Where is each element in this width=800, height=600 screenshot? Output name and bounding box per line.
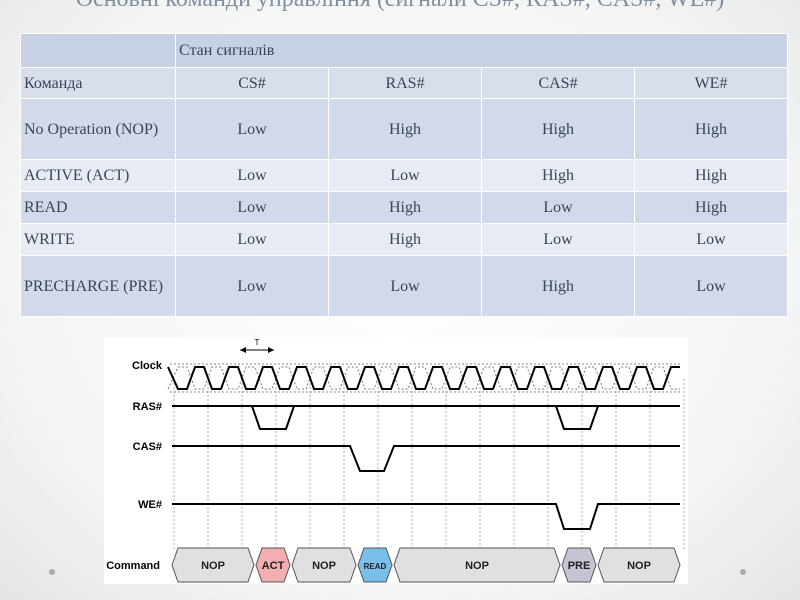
- command-segment: NOP: [393, 547, 561, 583]
- command-bus: NOP ACT NOP READ NOP PRE NOP: [171, 547, 681, 583]
- slide-bullet-left: [49, 569, 55, 575]
- value-cell: Low: [634, 223, 788, 256]
- column-header-cs: CS#: [175, 67, 329, 99]
- ras-waveform: [172, 405, 680, 430]
- column-header-command: Команда: [20, 67, 176, 99]
- value-cell: Low: [175, 159, 329, 192]
- command-segment: NOP: [171, 547, 255, 583]
- signal-label-command: Command: [106, 560, 160, 572]
- value-cell: High: [481, 159, 635, 192]
- value-cell: Low: [175, 223, 329, 256]
- command-table: Стан сигналів Команда CS# RAS# CAS# WE# …: [20, 33, 788, 317]
- clock-waveform: [167, 366, 680, 390]
- command-segment: READ: [357, 547, 393, 583]
- table-row: READ Low High Low High: [20, 191, 788, 224]
- table-row: WRITE Low High Low Low: [20, 223, 788, 256]
- command-segment-label: NOP: [627, 560, 651, 572]
- value-cell: High: [634, 98, 788, 160]
- command-segment-label: NOP: [465, 560, 489, 572]
- value-cell: High: [328, 98, 482, 160]
- signal-label-ras: RAS#: [133, 401, 162, 413]
- table-row: PRECHARGE (PRE) Low Low High Low: [20, 255, 788, 317]
- cas-waveform: [172, 445, 680, 472]
- we-waveform: [172, 503, 680, 530]
- value-cell: High: [481, 98, 635, 160]
- clock-grid-lines: [173, 379, 685, 549]
- column-header-cas: CAS#: [481, 67, 635, 99]
- command-segment: NOP: [597, 547, 681, 583]
- command-segment-shape: [255, 547, 291, 583]
- command-segment-shape: [357, 547, 393, 583]
- table-row: ACTIVE (ACT) Low Low High High: [20, 159, 788, 192]
- command-segment-shape: [597, 547, 681, 583]
- command-segment-label: PRE: [568, 560, 591, 572]
- signal-label-we: WE#: [138, 499, 162, 511]
- command-cell: WRITE: [20, 223, 176, 256]
- value-cell: Low: [481, 223, 635, 256]
- period-label: T: [255, 338, 260, 347]
- signal-state-header: Стан сигналів: [175, 33, 788, 68]
- command-segment-label: READ: [364, 562, 387, 571]
- command-cell: READ: [20, 191, 176, 224]
- value-cell: High: [328, 223, 482, 256]
- value-cell: High: [328, 191, 482, 224]
- table-group-header-row: Стан сигналів: [20, 33, 788, 68]
- command-segment: PRE: [561, 547, 597, 583]
- table-row: No Operation (NOP) Low High High High: [20, 98, 788, 160]
- timing-diagram-canvas: T Clock RAS# CAS# WE# Command NOP ACT NOP R…: [106, 338, 685, 583]
- slide-title: Основні команди управління (сигнали CS#,…: [0, 0, 800, 13]
- value-cell: Low: [481, 191, 635, 224]
- value-cell: High: [634, 191, 788, 224]
- command-cell: PRECHARGE (PRE): [20, 255, 176, 317]
- value-cell: High: [634, 159, 788, 192]
- command-segment-shape: [561, 547, 597, 583]
- command-cell: ACTIVE (ACT): [20, 159, 176, 192]
- table-column-header-row: Команда CS# RAS# CAS# WE#: [20, 67, 788, 99]
- table-corner-cell: [20, 33, 176, 68]
- command-segment-shape: [171, 547, 255, 583]
- signal-label-clock: Clock: [132, 360, 163, 372]
- value-cell: High: [481, 255, 635, 317]
- command-segment-shape: [291, 547, 357, 583]
- value-cell: Low: [175, 191, 329, 224]
- value-cell: Low: [634, 255, 788, 317]
- command-cell: No Operation (NOP): [20, 98, 176, 160]
- value-cell: Low: [175, 255, 329, 317]
- value-cell: Low: [328, 255, 482, 317]
- command-segment: ACT: [255, 547, 291, 583]
- command-segment: NOP: [291, 547, 357, 583]
- clock-dotted-envelope: [167, 363, 680, 393]
- column-header-we: WE#: [634, 67, 788, 99]
- column-header-ras: RAS#: [328, 67, 482, 99]
- command-segment-shape: [393, 547, 561, 583]
- value-cell: Low: [328, 159, 482, 192]
- command-segment-label: ACT: [262, 560, 285, 572]
- command-segment-label: NOP: [201, 560, 225, 572]
- signal-label-cas: CAS#: [133, 441, 162, 453]
- timing-diagram: T Clock RAS# CAS# WE# Command NOP ACT NOP R…: [104, 337, 688, 584]
- slide-bullet-right: [740, 569, 746, 575]
- command-segment-label: NOP: [312, 560, 336, 572]
- value-cell: Low: [175, 98, 329, 160]
